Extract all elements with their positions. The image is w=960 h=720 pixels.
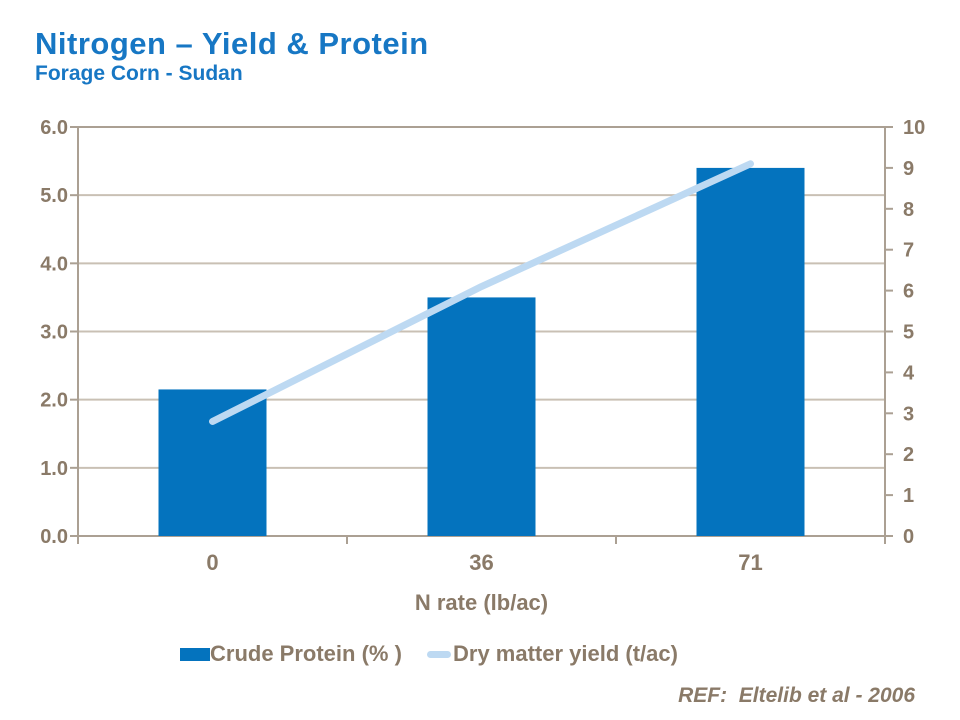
left-axis-tick-label: 3.0 xyxy=(40,322,68,344)
right-axis-tick-label: 3 xyxy=(903,403,914,425)
legend-bar-swatch-icon xyxy=(180,647,210,661)
bar-crude-protein xyxy=(158,389,267,536)
legend-label-crude-protein: Crude Protein (% ) xyxy=(210,641,402,666)
reference-citation: REF: Eltelib et al - 2006 xyxy=(678,684,915,707)
right-axis-tick-label: 8 xyxy=(903,199,914,221)
legend-line-swatch-icon xyxy=(427,650,451,658)
page-title: Nitrogen – Yield & Protein xyxy=(35,26,429,61)
right-axis-tick-label: 9 xyxy=(903,158,914,180)
right-axis-tick-label: 5 xyxy=(903,322,914,344)
right-axis-tick-label: 7 xyxy=(903,240,914,262)
x-axis-tick-label: 36 xyxy=(469,550,493,575)
right-axis-tick-label: 10 xyxy=(903,117,925,139)
left-axis-tick-label: 2.0 xyxy=(40,390,68,412)
x-axis-tick-label: 71 xyxy=(738,550,762,575)
left-axis-tick-label: 1.0 xyxy=(40,458,68,480)
x-axis-title: N rate (lb/ac) xyxy=(414,590,549,615)
right-axis-tick-label: 0 xyxy=(903,526,914,548)
left-axis-tick-label: 5.0 xyxy=(40,185,68,207)
page-subtitle: Forage Corn - Sudan xyxy=(35,62,243,85)
bar-crude-protein xyxy=(696,167,805,536)
left-axis-tick-label: 6.0 xyxy=(40,117,68,139)
left-axis-tick-label: 4.0 xyxy=(40,253,68,275)
bar-crude-protein xyxy=(427,297,536,536)
line-dry-matter-yield xyxy=(209,160,754,425)
right-axis-tick-label: 1 xyxy=(903,485,914,507)
x-axis-tick-label: 0 xyxy=(206,550,218,575)
legend-label-dry-matter-yield: Dry matter yield (t/ac) xyxy=(453,641,678,666)
right-axis-tick-label: 6 xyxy=(903,281,914,303)
right-axis-tick-label: 2 xyxy=(903,444,914,466)
legend-item-crude-protein: Crude Protein (% ) xyxy=(180,641,402,667)
left-axis-tick-label: 0.0 xyxy=(40,526,68,548)
legend-item-dry-matter-yield: Dry matter yield (t/ac) xyxy=(427,641,678,667)
right-axis-tick-label: 4 xyxy=(903,362,915,384)
